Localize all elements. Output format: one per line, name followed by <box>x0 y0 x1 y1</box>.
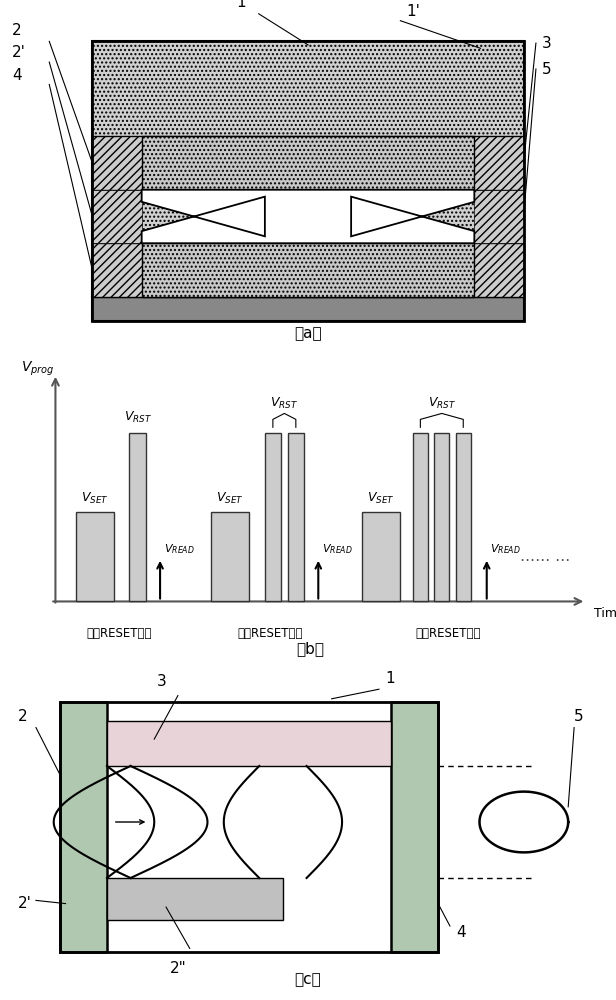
Text: 2': 2' <box>18 896 32 911</box>
Text: 3: 3 <box>542 36 552 51</box>
Text: $V_{RST}$: $V_{RST}$ <box>428 396 456 411</box>
Bar <box>362 512 400 601</box>
Text: $V_{SET}$: $V_{SET}$ <box>81 491 109 506</box>
Bar <box>142 136 474 190</box>
Bar <box>92 136 524 190</box>
Text: $V_{READ}$: $V_{READ}$ <box>490 542 521 556</box>
Bar <box>92 297 524 321</box>
Text: 5: 5 <box>574 709 584 724</box>
Text: $V_{RST}$: $V_{RST}$ <box>124 410 152 425</box>
Text: 2": 2" <box>169 961 186 976</box>
Bar <box>107 702 391 952</box>
Text: $V_{READ}$: $V_{READ}$ <box>164 542 195 556</box>
Text: 两个RESET脉冲: 两个RESET脉冲 <box>237 627 302 640</box>
Text: $V_{prog}$: $V_{prog}$ <box>21 360 54 378</box>
Bar <box>391 702 438 952</box>
Bar <box>456 433 471 601</box>
Bar <box>107 878 283 920</box>
Bar <box>129 433 146 601</box>
Bar <box>60 702 438 952</box>
Bar <box>76 512 114 601</box>
Text: $V_{READ}$: $V_{READ}$ <box>322 542 353 556</box>
Bar <box>265 433 281 601</box>
Text: 2: 2 <box>18 709 28 724</box>
Bar <box>60 702 107 952</box>
Text: 5: 5 <box>542 62 552 77</box>
Bar <box>413 433 428 601</box>
Text: 一个RESET脉冲: 一个RESET脉冲 <box>86 627 152 640</box>
Text: （c）: （c） <box>294 972 322 987</box>
Text: $V_{RST}$: $V_{RST}$ <box>270 396 298 411</box>
Text: …… …: …… … <box>521 549 570 564</box>
Text: （a）: （a） <box>294 327 322 342</box>
Polygon shape <box>142 190 474 243</box>
Text: 1': 1' <box>407 4 421 19</box>
Text: Time: Time <box>594 607 616 620</box>
Text: 2': 2' <box>12 45 26 60</box>
Text: 4: 4 <box>456 925 466 940</box>
Text: $V_{SET}$: $V_{SET}$ <box>367 491 395 506</box>
Bar <box>107 721 391 766</box>
Text: $V_{SET}$: $V_{SET}$ <box>216 491 244 506</box>
Bar <box>211 512 249 601</box>
Text: 1: 1 <box>237 0 246 10</box>
Bar <box>92 41 524 297</box>
Text: 三个RESET脉冲: 三个RESET脉冲 <box>416 627 481 640</box>
Bar <box>474 190 524 243</box>
Bar <box>92 41 524 321</box>
Text: 3: 3 <box>156 674 166 689</box>
Text: （b）: （b） <box>297 641 325 656</box>
Bar <box>142 243 474 297</box>
Text: 4: 4 <box>12 68 22 83</box>
Text: 2: 2 <box>12 23 22 38</box>
Bar <box>92 243 524 297</box>
Bar <box>434 433 450 601</box>
Bar <box>288 433 304 601</box>
Bar <box>92 190 142 243</box>
Text: 1: 1 <box>385 671 394 686</box>
